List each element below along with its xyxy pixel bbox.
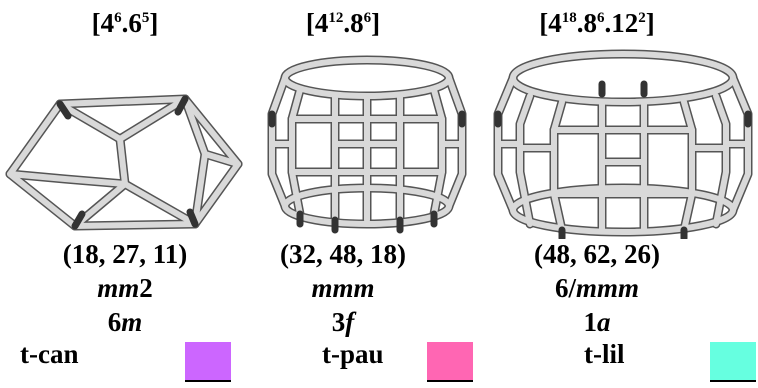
tile-panel-lil: [418.86.122] [492,0,758,388]
wyckoff-position: 3f [331,307,355,337]
tile-symbol: [46.65] [91,8,159,38]
tile-panel-can: [46.65] [0,0,250,388]
wyckoff-position: 6m [107,307,143,337]
point-symmetry: mm2 [97,273,153,303]
color-swatch [710,342,756,382]
point-symmetry: 6/mmm [554,273,640,303]
rcsr-code: t-can [20,339,79,369]
tile-pau-image [267,55,467,234]
rcsr-code: t-pau [322,339,384,369]
vertex-edge-face-counts: (48, 62, 26) [534,239,660,269]
color-swatch [185,342,231,382]
tile-can-image [5,94,243,231]
vertex-edge-face-counts: (32, 48, 18) [280,239,406,269]
tile-lil-image [493,49,753,239]
rcsr-code: t-lil [584,339,625,369]
tile-symbol: [412.86] [305,8,381,38]
wyckoff-position: 1a [583,307,611,337]
tile-panel-pau: [412.86] [252,0,502,388]
point-symmetry: mmm [311,273,375,303]
color-swatch [427,342,473,382]
tile-symbol: [418.86.122] [539,8,655,38]
vertex-edge-face-counts: (18, 27, 11) [62,239,188,269]
